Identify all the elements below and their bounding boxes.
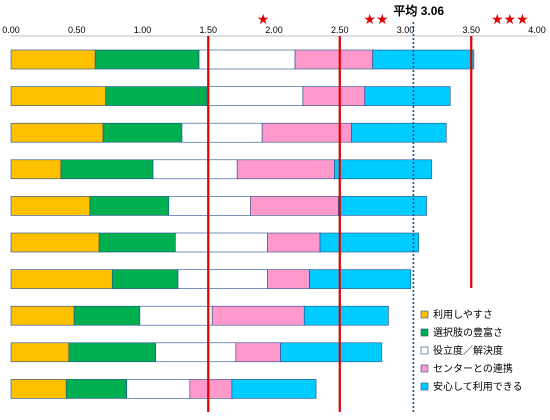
bar-segment-row2-series1 bbox=[10, 86, 106, 106]
bar-segment-row3-series4 bbox=[261, 122, 352, 143]
legend-label: 利用しやすさ bbox=[433, 309, 493, 321]
legend-label: センターとの連携 bbox=[433, 362, 513, 375]
bar-segment-row5-series4 bbox=[250, 196, 339, 216]
bar-segment-row9-series5 bbox=[280, 342, 383, 363]
bar-segment-row7-series3 bbox=[177, 269, 268, 289]
bar-segment-row2-series2 bbox=[105, 86, 208, 106]
x-axis: 0.00 0.50 1.00 1.50 2.00 2.50 3.00 3.50 4.00 bbox=[2, 25, 546, 37]
x-tick-label: 4.00 bbox=[528, 25, 546, 35]
bar-segment-row10-series1 bbox=[10, 379, 67, 399]
reference-lines: 平均 3.06★ ★★ ★★★ bbox=[207, 3, 529, 412]
star-rating-marker: ★★★ bbox=[491, 12, 529, 28]
bar-segment-row1-series2 bbox=[94, 49, 200, 70]
bar-segment-row3-series3 bbox=[181, 122, 263, 143]
x-tick-label: 1.50 bbox=[199, 25, 217, 35]
bar-segment-row7-series1 bbox=[10, 269, 113, 289]
bar-segment-row8-series2 bbox=[73, 305, 141, 326]
legend-swatch bbox=[420, 328, 429, 337]
bar-segment-row9-series1 bbox=[10, 342, 70, 363]
bar-segment-row6-series3 bbox=[175, 232, 268, 253]
legend-label: 役立度／解決度 bbox=[433, 344, 503, 357]
legend-swatch bbox=[420, 310, 429, 319]
bar-segment-row7-series4 bbox=[267, 269, 310, 289]
bar-segment-row9-series2 bbox=[68, 342, 156, 363]
bar-segment-row5-series1 bbox=[10, 196, 91, 216]
bar-segment-row2-series5 bbox=[364, 86, 451, 106]
bar-segment-row1-series5 bbox=[372, 49, 475, 70]
legend-label: 選択肢の豊富さ bbox=[433, 326, 503, 339]
bar-segment-row6-series1 bbox=[10, 232, 100, 253]
legend-swatch bbox=[420, 364, 429, 373]
bar-segment-row3-series5 bbox=[351, 122, 447, 143]
bar-segment-row5-series3 bbox=[168, 196, 251, 216]
bar-segment-row1-series4 bbox=[294, 49, 373, 70]
bar-segment-row1-series1 bbox=[10, 49, 96, 70]
bar-segment-row8-series3 bbox=[139, 305, 213, 326]
bar-segment-row9-series3 bbox=[155, 342, 237, 363]
x-tick-label: 0.50 bbox=[68, 25, 86, 35]
bar-segment-row2-series3 bbox=[206, 86, 304, 106]
bar-segment-row4-series5 bbox=[334, 159, 433, 180]
bar-segment-row3-series1 bbox=[10, 122, 104, 143]
star-rating-marker: ★ bbox=[257, 12, 270, 28]
x-tick-label: 3.00 bbox=[397, 25, 415, 35]
bar-segment-row8-series4 bbox=[211, 305, 305, 326]
bar-segment-row9-series4 bbox=[235, 342, 281, 363]
bar-segment-row10-series3 bbox=[126, 379, 191, 399]
bar-segment-row7-series2 bbox=[111, 269, 179, 289]
bar-segment-row8-series5 bbox=[303, 305, 389, 326]
bars bbox=[10, 49, 475, 399]
bar-segment-row5-series2 bbox=[89, 196, 170, 216]
x-tick-label: 0.00 bbox=[2, 25, 20, 35]
bar-segment-row6-series5 bbox=[319, 232, 419, 253]
bar-segment-row10-series2 bbox=[65, 379, 128, 399]
legend-label: 安心して利用できる bbox=[433, 380, 523, 393]
x-tick-label: 3.50 bbox=[462, 25, 480, 35]
bar-segment-row4-series3 bbox=[152, 159, 238, 180]
bar-segment-row3-series2 bbox=[102, 122, 183, 143]
bar-segment-row4-series1 bbox=[10, 159, 62, 180]
bar-segment-row4-series4 bbox=[236, 159, 335, 180]
bar-segment-row8-series1 bbox=[10, 305, 75, 326]
average-label: 平均 3.06 bbox=[393, 3, 444, 18]
bar-segment-row5-series5 bbox=[338, 196, 427, 216]
bar-segment-row4-series2 bbox=[60, 159, 154, 180]
legend-swatch bbox=[420, 346, 429, 355]
x-tick-label: 2.50 bbox=[331, 25, 349, 35]
bar-segment-row10-series5 bbox=[231, 379, 317, 399]
bar-segment-row6-series4 bbox=[267, 232, 321, 253]
bar-segment-row1-series3 bbox=[198, 49, 296, 70]
legend-swatch bbox=[420, 382, 429, 391]
x-tick-label: 1.00 bbox=[134, 25, 152, 35]
bar-segment-row7-series5 bbox=[309, 269, 412, 289]
star-rating-marker: ★★ bbox=[363, 12, 388, 28]
bar-segment-row6-series2 bbox=[98, 232, 176, 253]
bar-segment-row10-series4 bbox=[189, 379, 233, 399]
x-tick-label: 2.00 bbox=[265, 25, 283, 35]
bar-segment-row2-series4 bbox=[302, 86, 366, 106]
